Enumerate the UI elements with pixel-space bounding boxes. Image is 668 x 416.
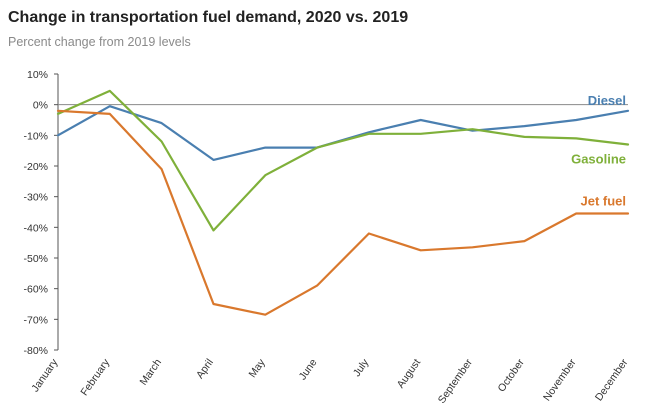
x-tick-label: January <box>29 356 61 394</box>
y-tick-label: -20% <box>23 161 48 173</box>
y-tick-label: -50% <box>23 253 48 265</box>
x-tick-label: December <box>593 356 631 403</box>
x-tick-label: July <box>351 356 372 379</box>
series-line-gasoline <box>56 89 630 232</box>
x-tick-label: September <box>436 356 476 405</box>
y-tick-label: 10% <box>27 69 48 81</box>
y-tick-label: -10% <box>23 130 48 142</box>
x-tick-label: May <box>247 356 269 380</box>
series-label-diesel: Diesel <box>588 93 626 108</box>
y-tick-label: -40% <box>23 222 48 234</box>
x-tick-label: June <box>297 357 320 383</box>
x-tick-label: August <box>395 357 424 391</box>
chart-series-labels: Diesel Gasoline Jet fuel <box>571 93 626 209</box>
chart-subtitle: Percent change from 2019 levels <box>8 35 191 49</box>
x-tick-label: February <box>78 356 112 398</box>
x-tick-label: October <box>496 356 528 394</box>
series-label-jet-fuel: Jet fuel <box>580 194 626 209</box>
chart-title: Change in transportation fuel demand, 20… <box>8 9 409 26</box>
series-line-jet-fuel <box>56 109 630 316</box>
chart-lines <box>56 89 630 316</box>
y-tick-label: -60% <box>23 284 48 296</box>
y-tick-label: -70% <box>23 314 48 326</box>
series-line-diesel <box>56 105 630 161</box>
y-tick-label: -30% <box>23 192 48 204</box>
y-tick-label: 0% <box>33 100 48 112</box>
x-tick-label: March <box>138 357 165 388</box>
x-tick-label: November <box>541 356 579 403</box>
x-tick-label: April <box>194 357 216 381</box>
y-tick-label: -80% <box>23 345 48 357</box>
series-label-gasoline: Gasoline <box>571 152 626 167</box>
